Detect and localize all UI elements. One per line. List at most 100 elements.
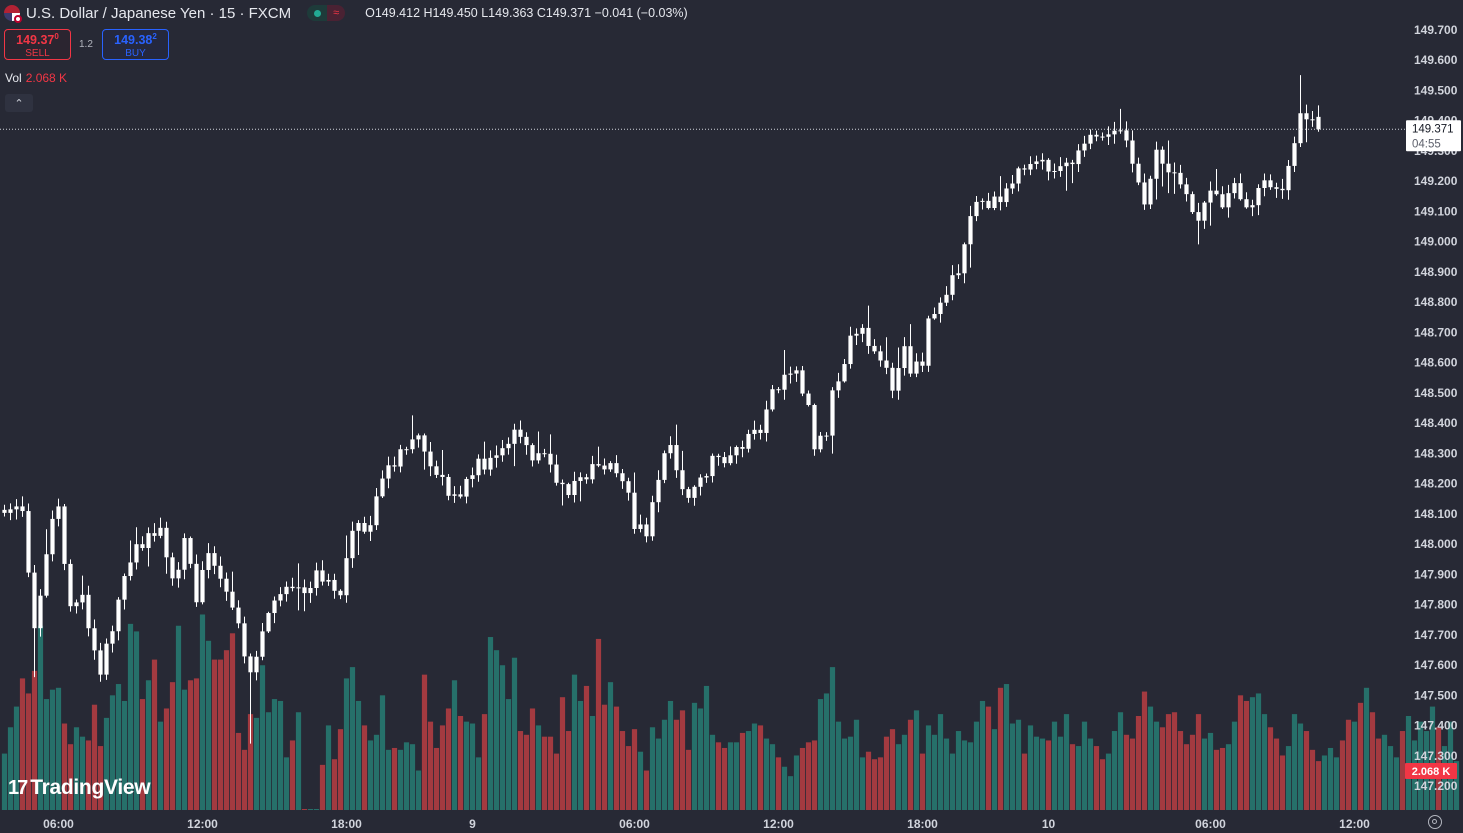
candle [938,297,943,323]
sell-button[interactable]: 149.370 SELL [4,29,71,60]
volume-bar [1189,734,1196,810]
volume-bar [817,699,824,810]
volume-bar [889,729,896,810]
candle [1310,111,1315,127]
price-tick-label: 148.900 [1414,265,1458,279]
time-tick-label: 06:00 [1195,817,1226,831]
price-tick-label: 148.400 [1414,416,1458,430]
candle [710,453,715,483]
candle [566,482,571,499]
volume-bar [307,809,314,810]
candle [764,400,769,442]
candle [1100,132,1105,141]
candle [446,473,451,501]
ohlc-open: O149.412 [365,6,421,20]
candle [74,599,79,614]
volume-bar [967,742,974,810]
price-tick-label: 148.700 [1414,325,1458,339]
candle [290,577,295,592]
candle [1112,121,1117,144]
candle [452,486,457,503]
candle [2,504,7,517]
collapse-legend-button[interactable]: ⌃ [5,94,33,112]
candle [254,650,259,681]
candle [470,467,475,488]
volume-bar [1231,721,1238,810]
volume-bar [1009,723,1016,810]
volume-bar [835,721,842,810]
volume-bar [157,721,164,810]
volume-bar [421,674,428,810]
volume-bar [385,749,392,810]
candle [26,503,31,578]
volume-bar [577,700,584,810]
candle [1208,181,1213,226]
candle [800,366,805,397]
volume-bar [397,749,404,810]
candle [230,571,235,610]
candle [206,543,211,579]
volume-bar [799,747,806,810]
candle [956,264,961,279]
candle [848,326,853,369]
volume-bar [517,731,524,810]
volume-bar [103,717,110,810]
volume-bar [613,706,620,810]
candle [626,477,631,501]
volume-bar [787,776,794,810]
volume-bar [73,727,80,810]
volume-bar [901,734,908,810]
candle [536,431,541,464]
candle [584,473,589,484]
chart-settings-icon[interactable] [1428,815,1442,829]
candle [128,540,133,581]
volume-bar [619,731,626,810]
volume-bar [541,736,548,810]
volume-bar [1429,706,1436,810]
candle [1262,173,1267,197]
candle [1280,178,1285,199]
volume-bar [877,757,884,810]
candle [1316,105,1321,132]
price-tick-label: 148.200 [1414,477,1458,491]
candle [140,536,145,551]
volume-bar [1327,747,1334,810]
buy-button[interactable]: 149.382 BUY [102,29,169,60]
volume-badge-text: 2.068 K [1412,766,1451,778]
volume-bar [1387,746,1394,810]
price-tick-label: 148.500 [1414,386,1458,400]
candle [1130,130,1135,173]
candle [20,496,25,517]
candle [1286,160,1291,200]
volume-bar [595,638,602,810]
volume-bar [79,736,86,810]
volume-bar [1351,721,1358,810]
volume-bar [265,712,272,810]
volume-bar [487,637,494,810]
volume-bar [319,764,326,810]
volume-legend[interactable]: Vol 2.068 K [5,71,67,85]
volume-bar [493,650,500,810]
tradingview-logo[interactable]: 17 TradingView [8,776,151,800]
price-tick-label: 148.600 [1414,356,1458,370]
candle [1190,191,1195,215]
candle [56,498,61,527]
volume-bar [1147,706,1154,810]
volume-bar [1171,712,1178,810]
volume-bar [1123,734,1130,810]
volume-bar [223,650,230,810]
volume-bar [1027,725,1034,810]
volume-bar [661,719,668,810]
candle [68,559,73,612]
volume-bar [1087,738,1094,810]
candle [1274,182,1279,198]
buy-price: 149.382 [114,32,157,48]
volume-bar [745,731,752,810]
candle [512,423,517,467]
symbol-title[interactable]: U.S. Dollar / Japanese Yen · 15 · FXCM [26,4,292,22]
volume-bar [1303,731,1310,810]
volume-bar [1237,695,1244,810]
market-status[interactable]: ≈ [307,5,346,21]
volume-bar [1045,740,1052,810]
